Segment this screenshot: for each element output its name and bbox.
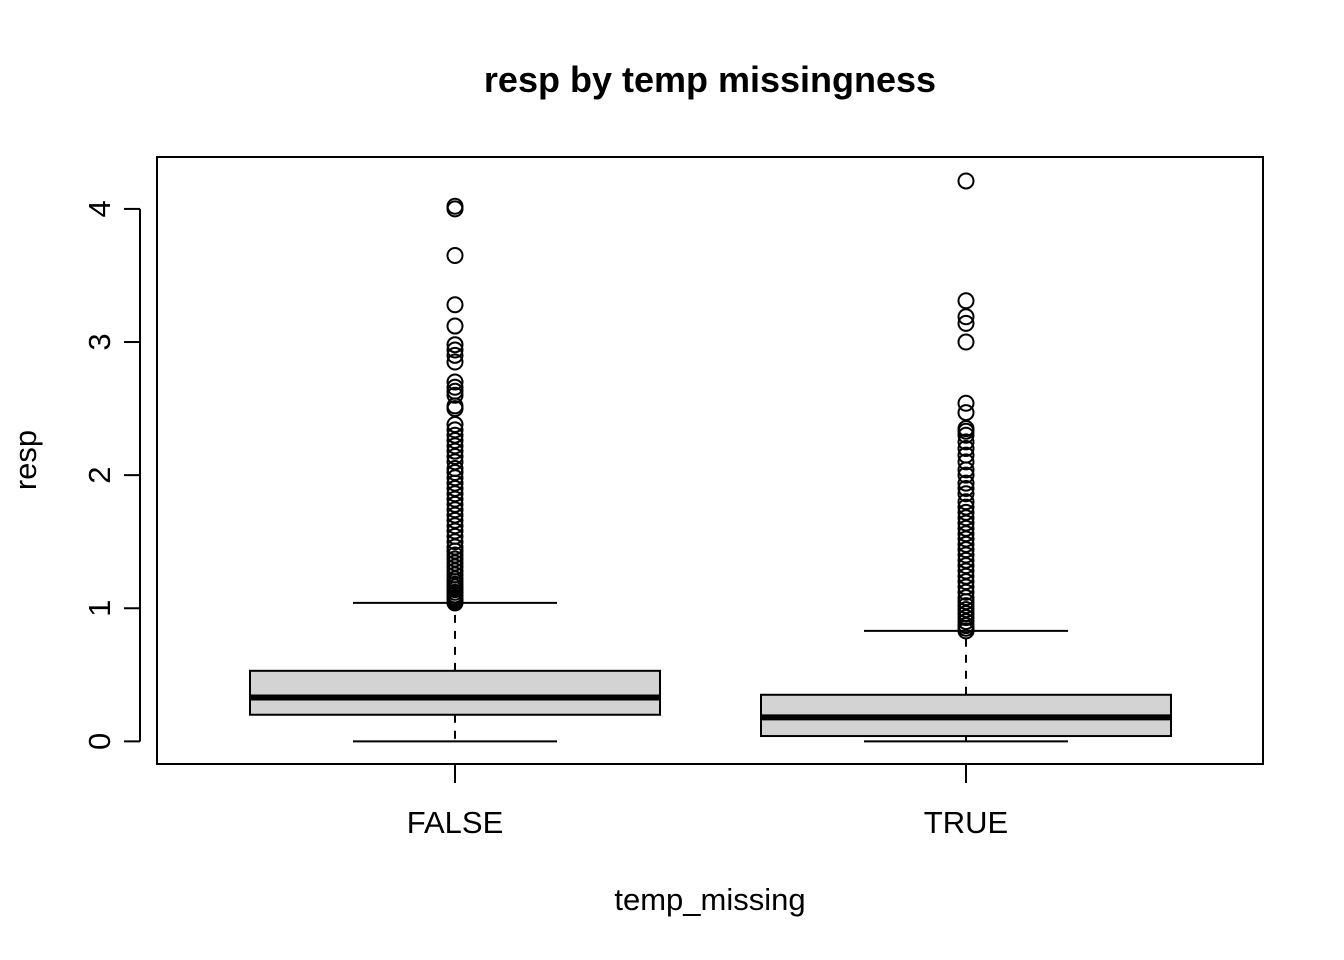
outlier-point: [446, 336, 464, 354]
outlier-point: [957, 172, 975, 190]
outlier-point: [446, 296, 464, 314]
chart-title: resp by temp missingness: [484, 59, 936, 100]
outlier-point: [957, 292, 975, 310]
outlier-point: [957, 446, 975, 464]
y-tick-label: 1: [82, 600, 117, 617]
outlier-point: [957, 333, 975, 351]
y-axis: 0 1 2 3 4: [82, 200, 141, 750]
box-true: [760, 172, 1172, 743]
outlier-point: [446, 346, 464, 364]
outlier-point: [446, 459, 464, 477]
outlier-point: [446, 341, 464, 359]
x-tick-label: TRUE: [924, 805, 1008, 840]
outlier-point: [957, 440, 975, 458]
outlier-point: [957, 404, 975, 422]
iqr-box: [249, 669, 661, 716]
x-tick-label: FALSE: [407, 805, 504, 840]
outlier-point: [446, 247, 464, 265]
outlier-point: [957, 394, 975, 412]
outlier-point: [957, 503, 975, 521]
outlier-point: [957, 314, 975, 332]
outlier-point: [957, 453, 975, 471]
outlier-point: [957, 485, 975, 503]
box-false: [249, 197, 661, 743]
outlier-point: [957, 479, 975, 497]
outlier-point: [957, 466, 975, 484]
outlier-point: [957, 474, 975, 492]
outlier-point: [446, 353, 464, 371]
outlier-point: [446, 317, 464, 335]
outlier-point: [446, 373, 464, 391]
outlier-point: [957, 498, 975, 516]
y-axis-label: resp: [8, 430, 43, 490]
boxes-layer: [249, 172, 1172, 743]
y-tick-label: 3: [82, 333, 117, 350]
plot-frame: [156, 156, 1264, 765]
y-tick-label: 2: [82, 467, 117, 484]
outlier-point: [446, 421, 464, 439]
outlier-point: [957, 493, 975, 511]
y-tick-label: 0: [82, 733, 117, 750]
outlier-point: [446, 197, 464, 215]
x-axis: FALSE TRUE: [407, 764, 1008, 840]
outlier-point: [446, 426, 464, 444]
y-tick-label: 4: [82, 200, 117, 217]
outlier-point: [957, 433, 975, 451]
outlier-point: [446, 378, 464, 396]
x-axis-label: temp_missing: [614, 882, 805, 917]
